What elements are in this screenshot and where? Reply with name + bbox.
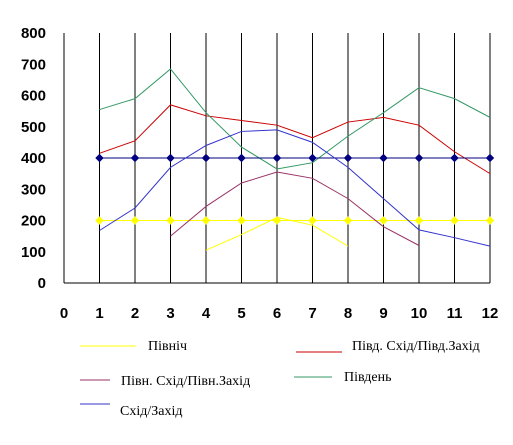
series-5-point-1	[95, 153, 104, 163]
series-0-point-9	[379, 216, 388, 225]
x-tick-label-4: 4	[202, 305, 211, 322]
series-line-6	[99, 129, 491, 247]
series-0-point-11	[450, 216, 459, 225]
series-line-3	[170, 171, 420, 246]
series-5-point-5	[237, 153, 246, 163]
series-5-point-2	[130, 153, 140, 163]
series-0-point-6	[272, 216, 282, 225]
series-5-point-4	[201, 153, 211, 163]
y-tick-label-200: 200	[21, 213, 46, 230]
series-5-point-3	[166, 153, 175, 163]
legend: Північ Півд. Схід/Півд.Захід Півн. Схід/…	[80, 339, 480, 419]
series-5-point-9	[379, 153, 388, 163]
legend-label-north-east-west: Півн. Схід/Півн.Захід	[121, 374, 250, 389]
series-0-point-12	[485, 216, 495, 225]
x-tick-label-5: 5	[237, 305, 245, 322]
legend-item-south: Південь	[294, 370, 391, 385]
x-tick-label-6: 6	[273, 305, 281, 322]
series-5-point-11	[450, 153, 459, 163]
y-tick-label-400: 400	[21, 150, 46, 167]
series-5-point-8	[343, 153, 353, 163]
y-tick-label-100: 100	[21, 244, 46, 261]
series-0-point-7	[308, 216, 317, 225]
y-tick-labels: 0 100 200 300 400 500 600 700 800	[21, 25, 46, 292]
legend-label-south-east-west: Півд. Схід/Півд.Захід	[352, 339, 480, 354]
x-tick-label-9: 9	[379, 305, 387, 322]
series-5-point-10	[414, 153, 424, 163]
legend-item-north-east-west: Півн. Схід/Півн.Захід	[80, 374, 250, 389]
series-markers	[95, 153, 495, 225]
legend-label-east-west: Схід/Захід	[120, 404, 182, 419]
series-lines	[99, 68, 491, 251]
x-tick-label-1: 1	[95, 305, 103, 322]
legend-item-east-west: Схід/Захід	[80, 403, 182, 419]
series-line-4	[99, 68, 491, 170]
x-tick-label-2: 2	[131, 305, 139, 322]
legend-label-south: Південь	[344, 370, 391, 385]
series-0-point-2	[130, 216, 140, 225]
x-tick-label-10: 10	[411, 305, 428, 322]
series-0-point-10	[414, 216, 424, 225]
x-tick-label-0: 0	[60, 305, 68, 322]
y-tick-label-700: 700	[21, 56, 46, 73]
x-tick-label-3: 3	[166, 305, 174, 322]
y-tick-label-500: 500	[21, 119, 46, 136]
series-5-point-12	[485, 153, 495, 163]
series-0-point-8	[343, 216, 353, 225]
x-tick-label-12: 12	[482, 305, 499, 322]
y-tick-label-0: 0	[38, 275, 46, 292]
y-tick-label-800: 800	[21, 25, 46, 42]
axes	[63, 33, 490, 284]
series-0-point-3	[166, 216, 175, 225]
legend-item-south-east-west: Півд. Схід/Півд.Захід	[296, 339, 480, 354]
x-tick-label-11: 11	[447, 305, 463, 322]
legend-label-north: Північ	[148, 339, 187, 354]
y-tick-label-300: 300	[21, 181, 46, 198]
series-0-point-1	[95, 216, 104, 225]
x-tick-label-7: 7	[308, 305, 316, 322]
series-5-point-6	[272, 153, 282, 163]
y-tick-label-600: 600	[21, 88, 46, 105]
series-5-point-7	[308, 153, 317, 163]
series-0-point-5	[237, 216, 246, 225]
x-tick-label-8: 8	[344, 305, 352, 322]
series-0-point-4	[201, 216, 211, 225]
series-line-2	[99, 104, 491, 175]
x-tick-labels: 0 1 2 3 4 5 6 7 8 9 10 11 12	[60, 305, 499, 322]
legend-item-north: Північ	[80, 339, 187, 354]
